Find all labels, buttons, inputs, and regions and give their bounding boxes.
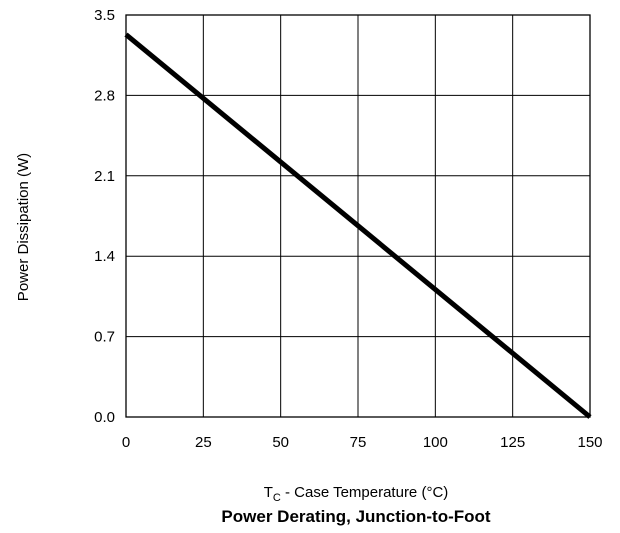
x-axis-title-subscript: C xyxy=(273,492,281,504)
x-tick-label: 25 xyxy=(195,434,212,451)
plot-frame xyxy=(125,14,591,418)
y-tick-label: 3.5 xyxy=(94,7,115,24)
x-axis-title-main: T xyxy=(264,484,273,501)
series-line xyxy=(124,32,592,419)
x-tick-label: 50 xyxy=(272,434,289,451)
x-tick-label: 0 xyxy=(122,434,130,451)
x-axis-title: TC - Case Temperature (°C) xyxy=(264,484,449,504)
y-tick-label: 2.8 xyxy=(94,87,115,104)
x-axis-title-rest: - Case Temperature (°C) xyxy=(281,484,448,501)
x-tick-label: 125 xyxy=(500,434,525,451)
x-tick-label: 100 xyxy=(423,434,448,451)
x-tick-label: 150 xyxy=(577,434,602,451)
y-tick-label: 2.1 xyxy=(94,168,115,185)
x-tick-labels: 0 25 50 75 100 125 150 xyxy=(122,434,603,451)
chart-caption: Power Derating, Junction-to-Foot xyxy=(221,507,490,526)
x-tick-label: 75 xyxy=(350,434,367,451)
y-tick-label: 0.7 xyxy=(94,329,115,346)
y-tick-label: 0.0 xyxy=(94,409,115,426)
y-tick-labels: 0.0 0.7 1.4 2.1 2.8 3.5 xyxy=(94,7,115,426)
y-axis-title: Power Dissipation (W) xyxy=(15,153,32,301)
y-tick-label: 1.4 xyxy=(94,248,115,265)
series-layer xyxy=(124,32,592,419)
